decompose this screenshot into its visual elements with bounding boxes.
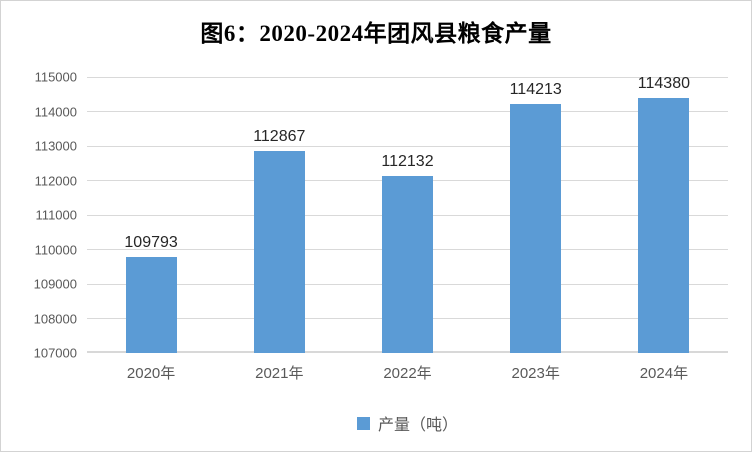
y-tick-label: 113000 (34, 138, 77, 154)
bar-2021年 (253, 150, 305, 353)
data-label-2020年: 109793 (124, 233, 178, 251)
x-tick-label: 2021年 (255, 365, 304, 382)
bar-2023年 (510, 104, 562, 353)
y-tick-label: 112000 (34, 173, 77, 188)
y-tick-label: 108000 (33, 311, 77, 326)
bar-2024年 (638, 98, 690, 353)
x-tick-label: 2023年 (511, 365, 560, 382)
x-tick-label: 2024年 (639, 365, 689, 382)
y-tick-label: 114000 (34, 104, 77, 119)
y-tick-label: 107000 (33, 345, 77, 361)
bar-2020年 (125, 256, 177, 353)
y-tick-label: 111000 (35, 207, 77, 223)
legend: 产量（吨） (87, 411, 728, 435)
y-gridline (87, 76, 728, 78)
legend-label: 产量（吨） (377, 417, 458, 434)
y-tick-label: 115000 (34, 69, 77, 85)
y-axis: 107000 108000 109000 110000 111000 112000 1130… (1, 70, 77, 361)
y-tick-label: 110000 (34, 242, 77, 257)
plot-area: 109793 112867 112132 114213 114380 (87, 75, 728, 353)
x-tick-label: 2022年 (383, 365, 432, 382)
data-label-2022年: 112132 (381, 152, 434, 170)
chart-title: 图6：2020-2024年团风县粮食产量 (200, 21, 552, 46)
data-label-2021年: 112867 (253, 127, 306, 145)
bar-2022年 (382, 175, 433, 353)
y-gridline (87, 111, 728, 112)
data-label-2023年: 114213 (509, 81, 562, 99)
x-axis: 2020年 2021年 2022年 2023年 2024年 (87, 362, 728, 384)
y-gridline (87, 145, 728, 147)
data-label-2024年: 114380 (637, 75, 690, 93)
y-tick-label: 109000 (33, 276, 77, 292)
legend-color-swatch (356, 416, 370, 430)
x-tick-label: 2020年 (126, 365, 176, 382)
